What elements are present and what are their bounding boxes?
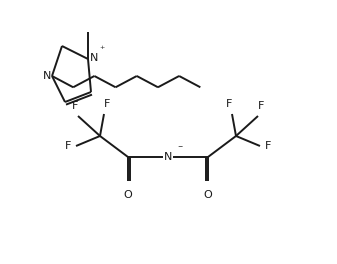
Text: $^+$: $^+$ <box>98 45 106 54</box>
Text: F: F <box>104 99 110 109</box>
Text: F: F <box>72 101 78 111</box>
Text: $^-$: $^-$ <box>176 143 184 152</box>
Text: F: F <box>226 99 232 109</box>
Text: N: N <box>90 53 98 63</box>
Text: N: N <box>164 152 172 162</box>
Text: F: F <box>65 141 71 151</box>
Text: O: O <box>124 190 132 200</box>
Text: N: N <box>42 71 51 81</box>
Text: O: O <box>204 190 212 200</box>
Text: F: F <box>265 141 271 151</box>
Text: F: F <box>258 101 264 111</box>
